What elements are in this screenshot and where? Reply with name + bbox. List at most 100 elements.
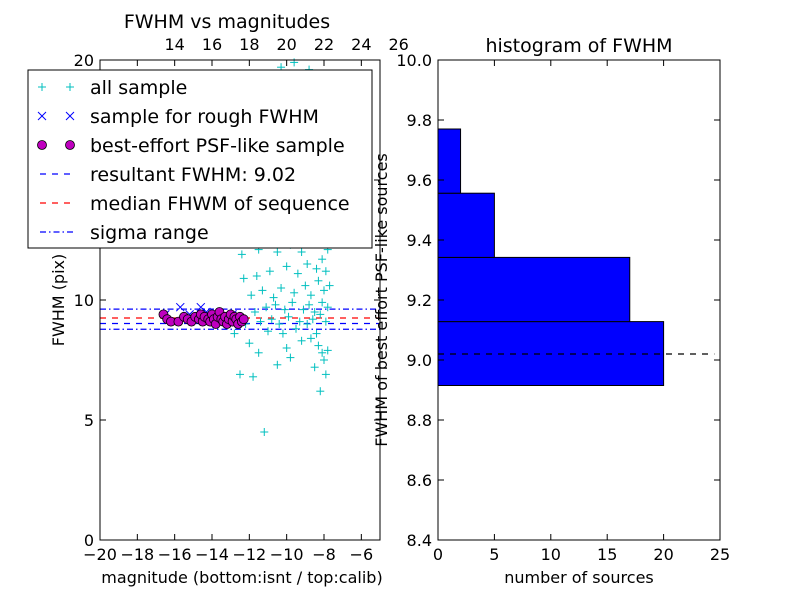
scatter-reference-lines	[100, 308, 380, 330]
y-tick-label: 8.4	[407, 531, 432, 550]
legend-marker-icon	[65, 111, 75, 121]
x-tick-label: −8	[312, 545, 336, 564]
data-point	[310, 363, 319, 372]
y-tick-label: 9.4	[407, 231, 432, 250]
data-point	[306, 291, 315, 300]
x-tick-label: −14	[195, 545, 229, 564]
y-tick-label: 10	[74, 291, 94, 310]
data-point	[265, 267, 274, 276]
data-point	[236, 370, 244, 379]
legend-label: sigma range	[90, 222, 209, 244]
data-point	[267, 315, 276, 324]
y-tick-label: 20	[74, 51, 94, 70]
legend-marker-icon	[37, 140, 47, 150]
histogram-bar	[437, 256, 631, 323]
scatter-x-axis-label: magnitude (bottom:isnt / top:calib)	[101, 568, 382, 587]
top-tick-label: 24	[351, 35, 371, 54]
data-point	[175, 302, 185, 312]
data-point	[258, 286, 267, 295]
data-point	[277, 284, 286, 292]
data-point	[310, 308, 319, 316]
data-point	[303, 320, 312, 328]
scatter-top-ticks: 14 16 18 20 22 24 26	[164, 35, 408, 54]
legend-marker-icon	[37, 111, 47, 121]
legend-marker-icon	[66, 83, 74, 91]
data-point	[237, 250, 246, 259]
data-point	[282, 344, 291, 352]
data-point	[230, 329, 239, 338]
legend-label: best-effort PSF-like sample	[90, 135, 345, 157]
legend-entry: best-effort PSF-like sample	[37, 135, 345, 157]
legend-label: sample for rough FWHM	[90, 106, 319, 128]
data-point	[299, 305, 308, 314]
data-point	[318, 298, 327, 307]
histogram-y-ticks: 8.4 8.6 8.8 9.0 9.2 9.4 9.6 9.8 10.0	[396, 51, 720, 550]
histogram-bar	[437, 192, 495, 258]
data-point	[245, 339, 254, 348]
top-tick-label: 16	[202, 35, 222, 54]
series-best-effort-psf-like-sample	[158, 307, 249, 329]
y-tick-label: 8.8	[407, 411, 432, 430]
x-tick-label: −10	[270, 545, 304, 564]
data-point	[306, 334, 315, 343]
data-point	[288, 298, 297, 307]
top-tick-label: 18	[239, 35, 259, 54]
data-point	[316, 310, 325, 319]
data-point	[301, 281, 310, 290]
x-tick-label: 5	[489, 545, 499, 564]
data-point	[196, 302, 206, 312]
legend-marker-icon	[65, 140, 75, 150]
data-point	[312, 329, 321, 338]
y-tick-label: 9.2	[407, 291, 432, 310]
legend-entry: resultant FWHM: 9.02	[40, 164, 296, 186]
histogram-title: histogram of FWHM	[485, 35, 672, 57]
data-point	[297, 248, 306, 256]
top-tick-label: 14	[164, 35, 184, 54]
scatter-y-axis-label: FWHM (pix)	[49, 254, 68, 347]
data-point	[262, 303, 271, 312]
legend-label: all sample	[90, 77, 187, 99]
data-point	[278, 329, 287, 338]
data-point	[312, 264, 321, 273]
data-point	[260, 428, 269, 436]
legend-frame	[27, 69, 373, 249]
data-point	[297, 336, 306, 345]
data-point	[264, 327, 272, 336]
data-point	[284, 312, 293, 321]
data-point	[308, 315, 317, 324]
data-point	[271, 300, 280, 309]
histogram-x-axis-label: number of sources	[504, 568, 654, 587]
legend-entry: median FHWM of sequence	[40, 193, 350, 215]
x-tick-label: −18	[120, 545, 154, 564]
data-point	[238, 314, 249, 325]
legend-entry: sigma range	[40, 222, 209, 244]
data-point	[318, 348, 327, 357]
legend-label: median FHWM of sequence	[90, 193, 350, 215]
legend-entry: all sample	[38, 77, 187, 99]
histogram-panel: histogram of FWHM 0 5 10 15 20 25 8.4 8.6 8.8 9.…	[372, 35, 730, 587]
scatter-legend: all sample sample for rough FWHM best-effo…	[27, 69, 373, 249]
data-point	[249, 372, 258, 381]
x-tick-label: 25	[710, 545, 730, 564]
data-point	[247, 291, 256, 300]
data-point	[303, 260, 312, 268]
data-point	[250, 308, 259, 316]
data-point	[254, 348, 263, 357]
data-point	[323, 303, 332, 312]
data-point	[273, 248, 282, 256]
x-tick-label: 20	[653, 545, 673, 564]
data-point	[305, 300, 314, 309]
scatter-bottom-ticks: −20 −18 −16 −14 −12 −10 −8 −6	[83, 60, 373, 564]
histogram-y-axis-label: FWHM of best effort PSF-like sources	[372, 153, 391, 447]
x-tick-label: −6	[350, 545, 374, 564]
scatter-panel: FWHM vs magnitudes −20 −18 −16 −14 −12 −10 −8−…	[27, 11, 409, 587]
data-point	[321, 370, 330, 379]
x-tick-label: −20	[83, 545, 117, 564]
data-point	[323, 346, 332, 355]
data-point	[316, 387, 325, 396]
data-point	[282, 262, 291, 271]
x-tick-label: −16	[158, 545, 192, 564]
legend-label: resultant FWHM: 9.02	[90, 164, 296, 186]
data-point	[269, 293, 278, 302]
y-tick-label: 8.6	[407, 471, 432, 490]
